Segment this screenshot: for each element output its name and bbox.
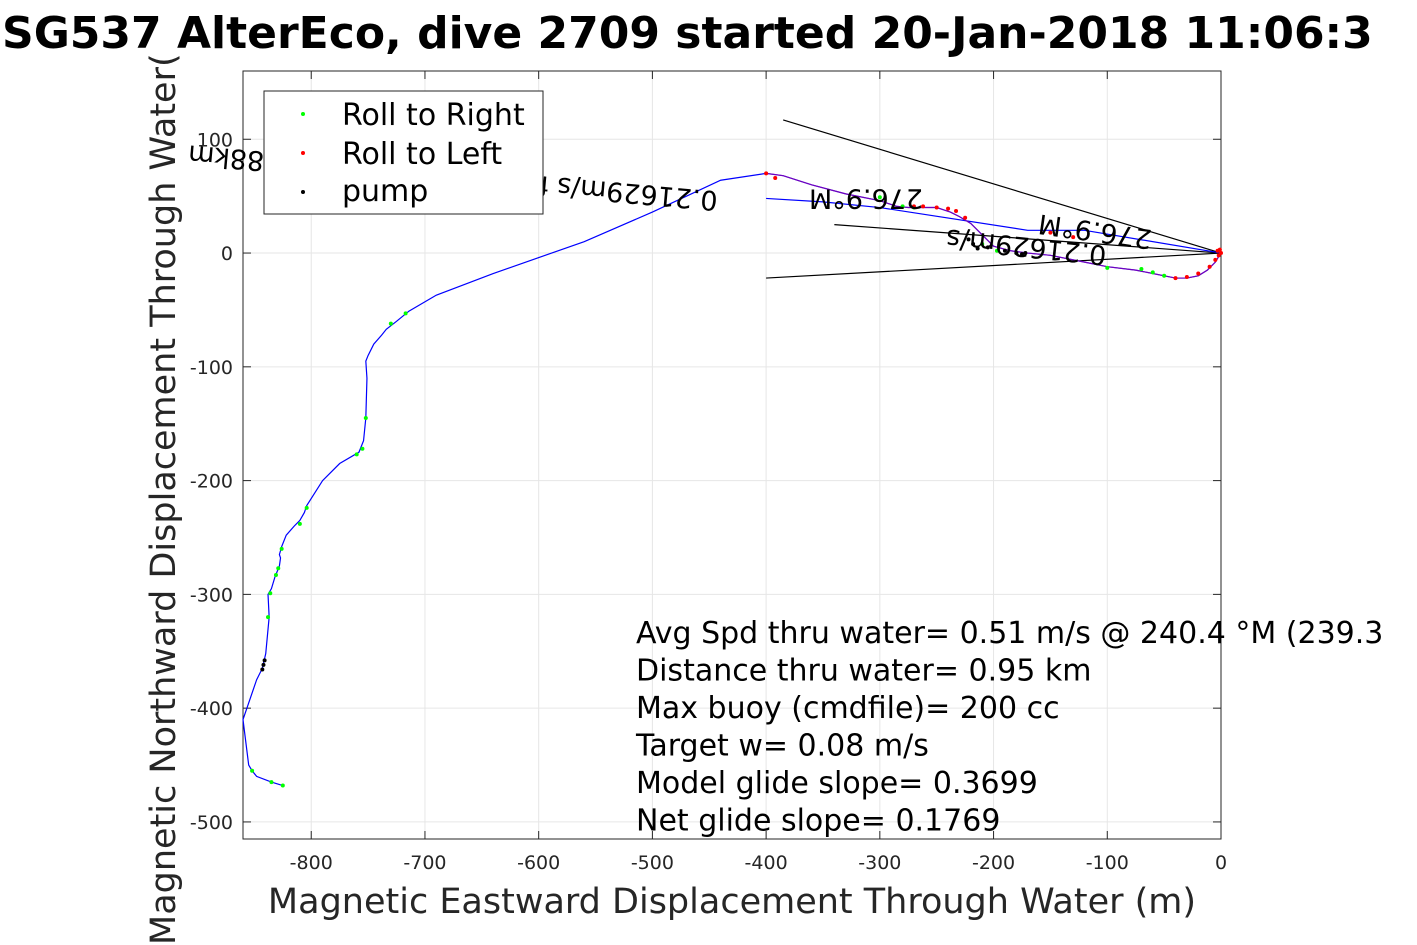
roll-right-point xyxy=(994,248,999,253)
roll-right-point xyxy=(266,615,271,620)
roll-right-point xyxy=(877,195,882,200)
y-tick-label: 0 xyxy=(221,243,233,265)
x-tick-label: -200 xyxy=(972,852,1015,874)
reference-lines xyxy=(766,119,1222,279)
roll-right-point xyxy=(1150,270,1155,275)
pump-point xyxy=(1014,251,1019,256)
track-line-overlay xyxy=(766,172,1222,279)
x-tick-label: -500 xyxy=(631,852,674,874)
reference-line xyxy=(782,119,1222,254)
roll-left-point xyxy=(963,215,968,220)
roll-left-point xyxy=(1048,230,1053,235)
legend-swatch-roll-left xyxy=(301,151,305,155)
x-tick-label: -300 xyxy=(858,852,901,874)
pump-point xyxy=(971,241,976,246)
y-axis-ticks: 100 0 -100 -200 -300 -400 -500 xyxy=(190,129,1221,834)
pump-point xyxy=(985,245,990,250)
x-axis-ticks: -800 -700 -600 -500 -400 -300 -200 -100 0 xyxy=(290,71,1227,874)
roll-right-point xyxy=(1139,266,1144,271)
pump-point xyxy=(262,658,267,663)
roll-left-point xyxy=(1213,257,1218,262)
roll-right-point xyxy=(280,783,285,788)
y-axis-label: Magnetic Northward Displacement Through … xyxy=(144,53,184,945)
roll-left-point xyxy=(1196,271,1201,276)
roll-right-point xyxy=(276,566,281,571)
roll-left-point xyxy=(934,205,939,210)
stats-block: Avg Spd thru water= 0.51 m/s @ 240.4 °M … xyxy=(635,616,1383,839)
x-tick-label: -100 xyxy=(1086,852,1129,874)
roll-right-point xyxy=(1105,265,1110,270)
roll-left-point xyxy=(954,208,959,213)
y-tick-label: -300 xyxy=(190,584,233,606)
roll-right-point xyxy=(388,321,393,326)
legend-swatch-pump xyxy=(301,190,305,194)
roll-right-point xyxy=(1162,273,1167,278)
legend-label-roll-left: Roll to Left xyxy=(342,137,502,172)
stats-line: Net glide slope= 0.1769 xyxy=(636,804,1000,839)
roll-left-point xyxy=(1173,276,1178,281)
legend-box xyxy=(263,90,544,215)
stats-line: Max buoy (cmdfile)= 200 cc xyxy=(636,691,1060,726)
pump-point xyxy=(1002,248,1007,253)
roll-left-point xyxy=(1219,251,1223,256)
roll-right-point xyxy=(980,241,985,246)
stats-line: Model glide slope= 0.3699 xyxy=(636,766,1038,801)
reference-line xyxy=(766,252,1222,279)
stats-line: Avg Spd thru water= 0.51 m/s @ 240.4 °M … xyxy=(636,616,1383,651)
legend-label-pump: pump xyxy=(342,174,428,209)
data-series xyxy=(242,171,1223,788)
plot-area-frame xyxy=(242,70,1222,840)
x-tick-label: -400 xyxy=(745,852,788,874)
stats-line: Distance thru water= 0.95 km xyxy=(636,654,1091,689)
roll-left-point xyxy=(1215,248,1220,253)
roll-right-point xyxy=(354,452,359,457)
roll-right-point xyxy=(250,768,255,773)
roll-right-point xyxy=(268,591,273,596)
roll-left-point xyxy=(1071,235,1076,240)
x-tick-label: -600 xyxy=(517,852,560,874)
roll-right-point xyxy=(297,521,302,526)
pump-point xyxy=(975,246,980,251)
roll-right-point xyxy=(273,573,278,578)
roll-left-point xyxy=(773,175,778,180)
x-tick-label: -700 xyxy=(403,852,446,874)
pump-point xyxy=(966,237,971,242)
pump-point xyxy=(260,667,265,672)
legend-swatch-roll-right xyxy=(301,112,305,116)
y-tick-label: -500 xyxy=(190,812,233,834)
roll-left-point xyxy=(764,171,769,176)
legend-label-roll-right: Roll to Right xyxy=(342,98,525,133)
x-tick-label: 0 xyxy=(1215,852,1227,874)
roll-right-point xyxy=(304,505,309,510)
roll-right-point xyxy=(403,311,408,316)
stats-line: Target w= 0.08 m/s xyxy=(635,729,929,764)
roll-left-point xyxy=(911,204,916,209)
roll-right-point xyxy=(269,780,274,785)
legend: Roll to Right Roll to Left pump xyxy=(263,90,544,215)
y-tick-label: -400 xyxy=(190,698,233,720)
x-axis-label: Magnetic Eastward Displacement Through W… xyxy=(268,882,1196,922)
y-tick-label: -200 xyxy=(190,471,233,493)
chart-title: SG537 AlterEco, dive 2709 started 20-Jan… xyxy=(2,8,1373,59)
roll-left-point xyxy=(946,206,951,211)
roll-left-point xyxy=(1207,264,1212,269)
x-tick-label: -800 xyxy=(290,852,333,874)
roll-left-point xyxy=(1184,274,1189,279)
reference-line xyxy=(834,224,1222,254)
roll-left-point xyxy=(921,204,926,209)
pump-point xyxy=(261,662,266,667)
roll-right-point xyxy=(900,204,905,209)
annotation-label: 276.9°M xyxy=(809,182,923,213)
roll-right-point xyxy=(363,416,368,421)
roll-right-point xyxy=(279,546,284,551)
pump-point xyxy=(1019,252,1024,257)
y-tick-label: 100 xyxy=(197,129,233,151)
y-tick-label: -100 xyxy=(190,357,233,379)
pump-point xyxy=(1023,251,1028,256)
roll-right-point xyxy=(360,446,365,451)
